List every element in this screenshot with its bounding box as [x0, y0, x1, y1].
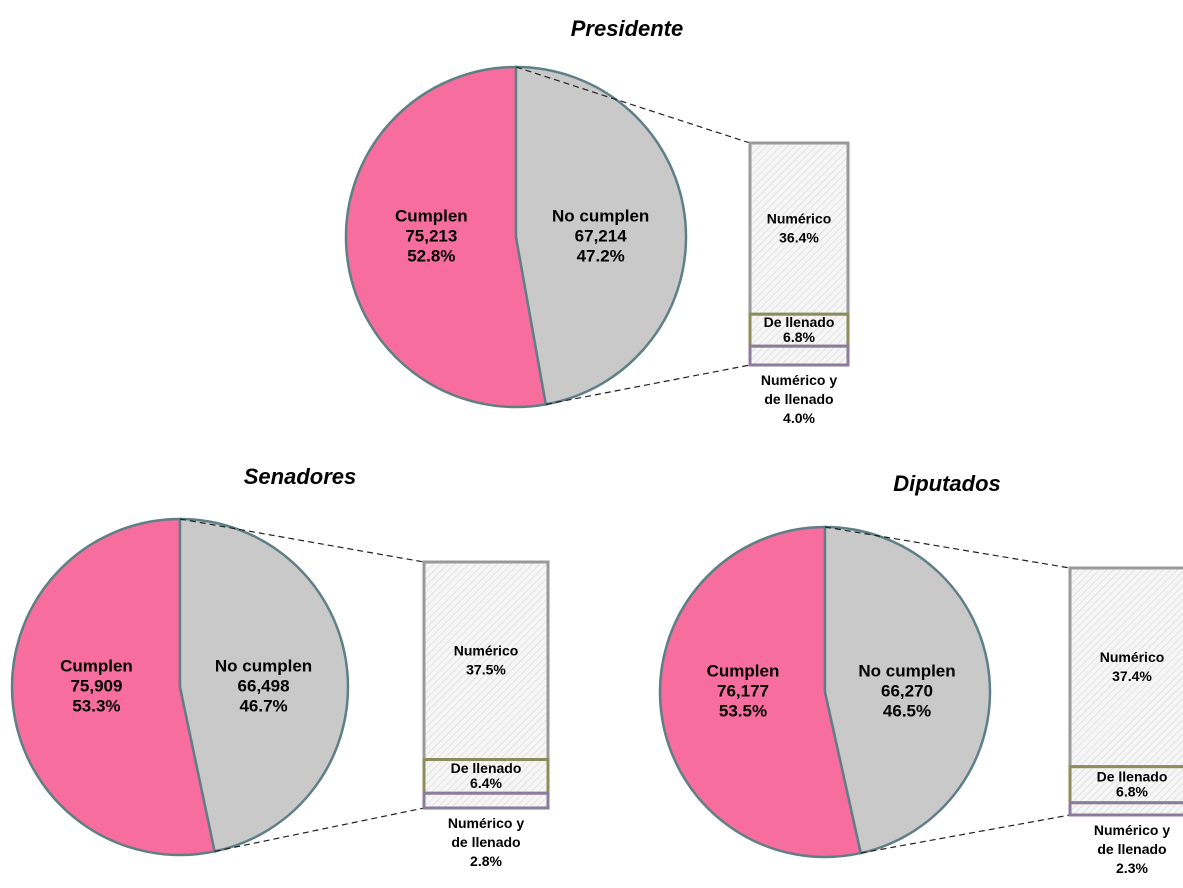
- slice-label: Cumplen: [707, 661, 780, 680]
- bar-value: 6.4%: [470, 775, 502, 791]
- bar-value: 37.5%: [466, 661, 506, 677]
- bar-label: Numérico: [454, 642, 519, 658]
- bar-label-box: Numérico y de llenado 2.3%: [1093, 822, 1171, 876]
- bar-segment: [748, 344, 850, 367]
- bar-value: 2.3%: [1116, 860, 1148, 876]
- bar-segment: [422, 560, 550, 762]
- bar-label-box: Numérico y de llenado 4.0%: [760, 372, 838, 426]
- bar-label: Numérico y de llenado: [1093, 822, 1171, 857]
- pie-slice: [178, 517, 350, 853]
- pie-slice: [10, 517, 217, 857]
- slice-value: 67,214: [575, 226, 628, 245]
- bar-segment: [748, 141, 850, 316]
- slice-percent: 46.5%: [883, 701, 931, 720]
- bar-label: Numérico y de llenado: [447, 815, 525, 850]
- connector: [545, 364, 751, 405]
- bar-segment: [748, 312, 850, 348]
- bar-segment: [422, 758, 550, 795]
- bar-value: 37.4%: [1112, 668, 1152, 684]
- bar-value: 4.0%: [783, 410, 815, 426]
- bar-value: 36.4%: [779, 229, 819, 245]
- bar-value: 6.8%: [1116, 783, 1148, 799]
- bar-label: De llenado: [1097, 768, 1168, 784]
- slice-label: Cumplen: [60, 656, 133, 675]
- bar-label: De llenado: [451, 760, 522, 776]
- bar-segment: [1068, 566, 1183, 769]
- slice-percent: 52.8%: [407, 246, 455, 265]
- pie-slice: [344, 65, 548, 409]
- slice-value: 75,213: [405, 226, 457, 245]
- bar-label: Numérico y de llenado: [760, 372, 838, 407]
- connector: [179, 518, 425, 563]
- chart-title: Senadores: [244, 464, 357, 489]
- slice-percent: 46.7%: [239, 696, 287, 715]
- bar-label: Numérico: [1100, 649, 1165, 665]
- connector: [515, 66, 751, 144]
- connector: [824, 526, 1071, 569]
- slice-label: No cumplen: [215, 656, 312, 675]
- bar-value: 6.8%: [783, 329, 815, 345]
- bar-segment: [1068, 801, 1183, 817]
- connector: [860, 814, 1071, 854]
- chart-title: Diputados: [893, 471, 1001, 496]
- bar-label: De llenado: [764, 314, 835, 330]
- slice-percent: 47.2%: [577, 246, 625, 265]
- slice-value: 66,270: [881, 681, 933, 700]
- slice-label: Cumplen: [395, 206, 468, 225]
- bar-value: 2.8%: [470, 853, 502, 869]
- slice-value: 76,177: [717, 681, 769, 700]
- bar-label-box: Numérico y de llenado 2.8%: [447, 815, 525, 869]
- slice-label: No cumplen: [858, 661, 955, 680]
- bar-segment: [422, 791, 550, 810]
- pie-slice: [658, 525, 863, 859]
- slice-label: No cumplen: [552, 206, 649, 225]
- slice-value: 75,909: [70, 676, 122, 695]
- slice-percent: 53.3%: [72, 696, 120, 715]
- bar-label: Numérico: [767, 210, 832, 226]
- pie-slice: [514, 65, 688, 406]
- slice-value: 66,498: [238, 676, 290, 695]
- chart-title: Presidente: [571, 16, 684, 41]
- pie-slice: [823, 525, 992, 855]
- connector: [214, 807, 425, 852]
- slice-percent: 53.5%: [719, 701, 767, 720]
